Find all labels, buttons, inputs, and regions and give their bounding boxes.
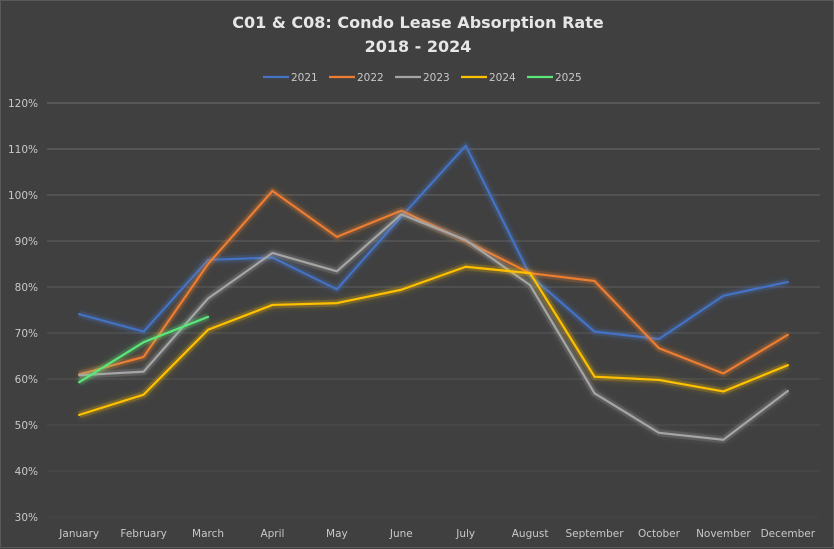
data-point	[207, 297, 210, 300]
legend-label: 2024	[489, 72, 516, 84]
data-point	[786, 333, 789, 336]
x-axis: January February March April May June July Augu…	[58, 528, 815, 540]
data-point	[593, 375, 596, 378]
legend-label: 2021	[291, 72, 318, 84]
data-point	[786, 280, 789, 283]
y-axis: 30% 40% 50% 60% 70% 80% 90% 100% 110% 120%	[8, 98, 38, 524]
data-point	[142, 341, 145, 344]
data-point	[464, 239, 467, 242]
chart-title: C01 & C08: Condo Lease Absorption Rate	[232, 13, 604, 32]
x-tick-label: December	[761, 528, 816, 540]
x-tick-label: September	[566, 528, 625, 540]
data-point	[464, 265, 467, 268]
data-point	[657, 378, 660, 381]
series-2023	[78, 210, 790, 444]
y-tick-label: 40%	[15, 466, 38, 478]
y-tick-label: 80%	[15, 282, 38, 294]
y-tick-label: 110%	[8, 144, 38, 156]
series-2025	[77, 313, 210, 386]
series-line-2024	[78, 265, 789, 416]
data-point	[335, 302, 338, 305]
data-point	[657, 347, 660, 350]
data-point	[78, 413, 81, 416]
y-tick-label: 50%	[15, 420, 38, 432]
data-point	[207, 328, 210, 331]
data-point	[335, 288, 338, 291]
y-tick-label: 70%	[15, 328, 38, 340]
legend-label: 2022	[357, 72, 384, 84]
x-tick-label: January	[58, 528, 99, 540]
legend-item-2021[interactable]: 2021	[263, 72, 318, 84]
data-point	[335, 270, 338, 273]
series-line-2021	[78, 144, 789, 341]
data-point	[142, 355, 145, 358]
data-point	[593, 392, 596, 395]
data-point	[722, 438, 725, 441]
data-point	[722, 390, 725, 393]
x-tick-label: August	[512, 528, 549, 540]
legend: 2021 2022 2023 2024 2025	[263, 72, 582, 84]
data-point	[142, 393, 145, 396]
data-point	[78, 381, 81, 384]
data-point	[529, 272, 532, 275]
data-point	[78, 313, 81, 316]
x-tick-label: April	[260, 528, 284, 540]
data-point	[593, 280, 596, 283]
legend-label: 2025	[555, 72, 582, 84]
series-lines	[77, 142, 790, 444]
data-point	[786, 364, 789, 367]
x-tick-label: November	[696, 528, 751, 540]
x-tick-label: July	[455, 528, 475, 540]
data-point	[657, 431, 660, 434]
data-point	[207, 263, 210, 265]
series-2024	[78, 263, 790, 419]
y-tick-label: 90%	[15, 236, 38, 248]
data-point	[271, 251, 274, 254]
data-point	[335, 235, 338, 238]
x-tick-label: March	[192, 528, 224, 540]
y-tick-label: 60%	[15, 374, 38, 386]
data-point	[722, 372, 725, 375]
legend-item-2025[interactable]: 2025	[527, 72, 582, 84]
data-point	[142, 370, 145, 373]
data-point	[657, 337, 660, 340]
legend-item-2022[interactable]: 2022	[329, 72, 384, 84]
data-point	[722, 294, 725, 297]
legend-item-2023[interactable]: 2023	[395, 72, 450, 84]
data-point	[529, 284, 532, 287]
data-point	[464, 144, 467, 147]
chart-subtitle: 2018 - 2024	[365, 37, 472, 56]
data-point	[400, 288, 403, 291]
legend-item-2024[interactable]: 2024	[461, 72, 516, 84]
data-point	[271, 303, 274, 306]
series-line-2023	[78, 213, 789, 441]
data-point	[271, 189, 274, 192]
y-tick-label: 120%	[8, 98, 38, 110]
y-tick-label: 100%	[8, 190, 38, 202]
x-tick-label: October	[638, 528, 681, 540]
data-point	[593, 330, 596, 333]
x-tick-label: May	[326, 528, 348, 540]
data-point	[78, 374, 81, 377]
y-tick-label: 30%	[15, 512, 38, 524]
x-tick-label: June	[389, 528, 413, 540]
data-point	[786, 389, 789, 392]
data-point	[207, 315, 210, 318]
data-point	[400, 213, 403, 216]
legend-label: 2023	[423, 72, 450, 84]
x-tick-label: February	[120, 528, 167, 540]
data-point	[142, 330, 145, 333]
